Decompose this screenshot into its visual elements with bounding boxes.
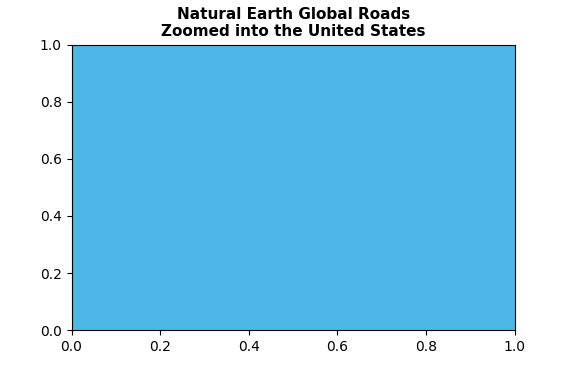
Title: Natural Earth Global Roads
Zoomed into the United States: Natural Earth Global Roads Zoomed into t… (161, 7, 426, 39)
